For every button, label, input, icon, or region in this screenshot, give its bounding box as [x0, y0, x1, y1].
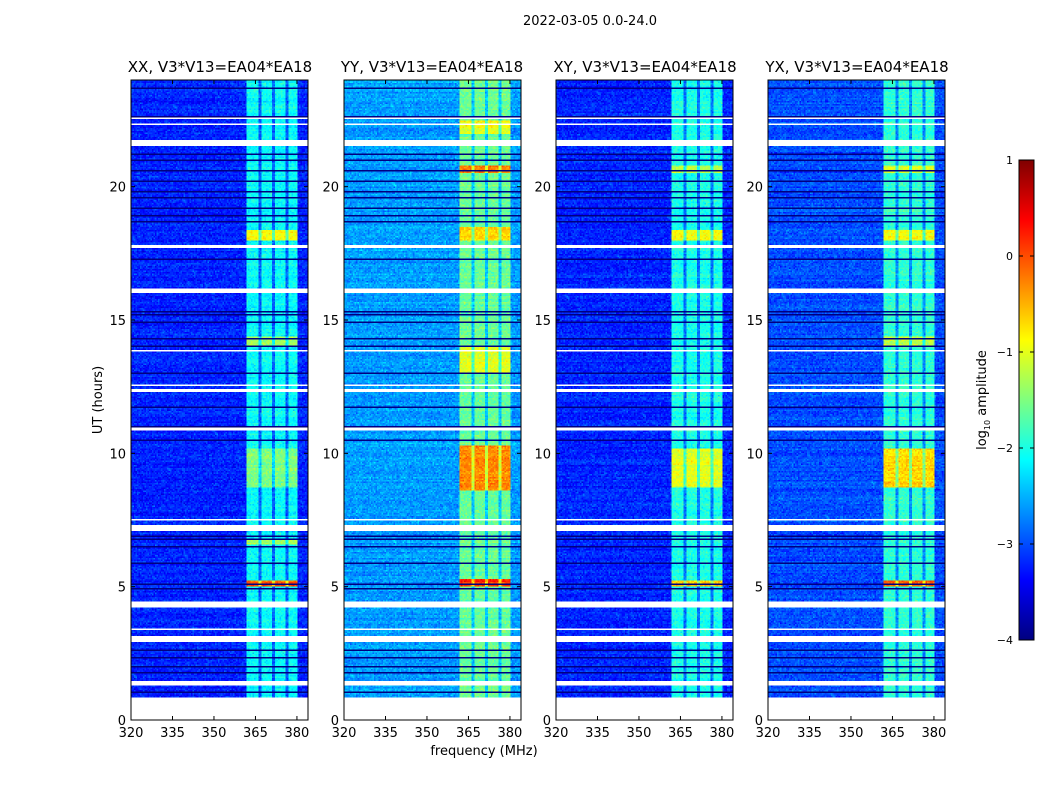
colorbar-label-base: 10	[983, 420, 992, 430]
colorbar-tick-label: 1	[1006, 154, 1013, 167]
plot-frame-1	[343, 79, 522, 721]
x-tick-label: 350	[839, 726, 864, 741]
colorbar-label: log10 amplitude	[975, 350, 992, 450]
y-tick-label: 10	[534, 447, 551, 462]
y-tick-label: 10	[322, 447, 339, 462]
y-tick-label: 20	[534, 181, 551, 196]
plot-frame-0	[130, 79, 309, 721]
y-tick-label: 20	[109, 181, 126, 196]
colorbar	[1019, 160, 1034, 640]
y-tick-label: 15	[322, 314, 339, 329]
x-tick-label: 380	[498, 726, 523, 741]
plot-frame-3	[767, 79, 946, 721]
y-tick-label: 5	[543, 581, 551, 596]
y-tick-label: 15	[534, 314, 551, 329]
colorbar-tick-label: −3	[997, 538, 1013, 551]
heatmap-yx	[768, 80, 945, 720]
x-tick-label: 380	[710, 726, 735, 741]
heatmap-yy	[344, 80, 521, 720]
colorbar-label-rest: amplitude	[975, 350, 990, 420]
y-tick-label: 0	[543, 714, 551, 729]
x-tick-label: 320	[119, 726, 144, 741]
x-tick-label: 365	[456, 726, 481, 741]
y-tick-label: 10	[109, 447, 126, 462]
panel-title-yx: YX, V3*V13=EA04*EA18	[765, 58, 949, 76]
x-tick-label: 350	[202, 726, 227, 741]
y-tick-label: 15	[109, 314, 126, 329]
heatmap-xx	[131, 80, 308, 720]
panel-title-xx: XX, V3*V13=EA04*EA18	[127, 58, 313, 76]
x-tick-label: 335	[160, 726, 185, 741]
x-tick-label: 320	[332, 726, 357, 741]
y-tick-label: 15	[746, 314, 763, 329]
heatmap-xy	[556, 80, 733, 720]
y-tick-label: 0	[331, 714, 339, 729]
x-tick-label: 320	[544, 726, 569, 741]
x-tick-label: 380	[285, 726, 310, 741]
panel-title-xy: XY, V3*V13=EA04*EA18	[553, 58, 737, 76]
figure-title: 2022-03-05 0.0-24.0	[523, 14, 657, 29]
colorbar-tick-label: −4	[997, 634, 1013, 647]
colorbar-frame	[1018, 159, 1035, 641]
colorbar-label-log: log	[975, 430, 990, 450]
x-tick-label: 320	[756, 726, 781, 741]
y-tick-label: 0	[118, 714, 126, 729]
x-tick-label: 335	[373, 726, 398, 741]
y-tick-label: 5	[755, 581, 763, 596]
y-axis-label: UT (hours)	[91, 366, 106, 434]
y-tick-label: 5	[331, 581, 339, 596]
x-tick-label: 365	[668, 726, 693, 741]
x-axis-label: frequency (MHz)	[430, 744, 537, 759]
y-tick-label: 10	[746, 447, 763, 462]
y-tick-label: 20	[746, 181, 763, 196]
panel-title-yy: YY, V3*V13=EA04*EA18	[340, 58, 524, 76]
plot-frame-2	[555, 79, 734, 721]
y-tick-label: 5	[118, 581, 126, 596]
x-tick-label: 380	[922, 726, 947, 741]
x-tick-label: 335	[585, 726, 610, 741]
colorbar-tick-label: 0	[1006, 250, 1013, 263]
x-tick-label: 365	[243, 726, 268, 741]
colorbar-tick-label: −2	[997, 442, 1013, 455]
x-tick-label: 350	[627, 726, 652, 741]
y-tick-label: 0	[755, 714, 763, 729]
x-tick-label: 335	[797, 726, 822, 741]
colorbar-tick-label: −1	[997, 346, 1013, 359]
y-tick-label: 20	[322, 181, 339, 196]
x-tick-label: 350	[415, 726, 440, 741]
x-tick-label: 365	[880, 726, 905, 741]
